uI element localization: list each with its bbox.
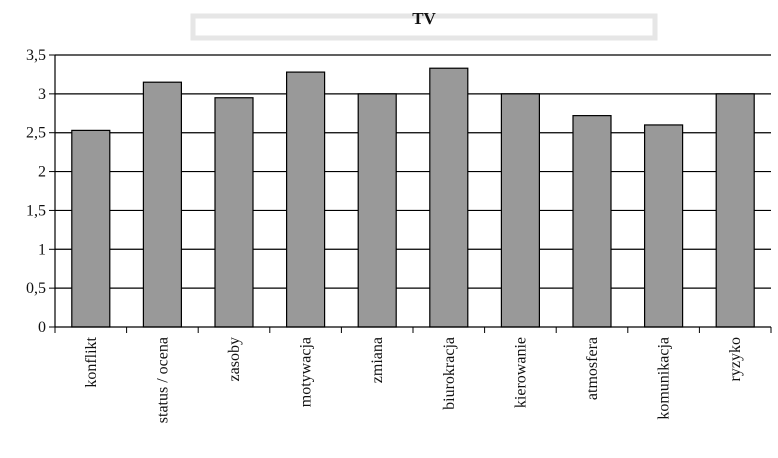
y-tick-label: 1 <box>38 241 46 258</box>
x-tick-label: komunikacja <box>656 337 673 420</box>
y-tick-label: 0 <box>38 319 46 336</box>
x-tick-label: zasoby <box>226 337 243 381</box>
bar <box>500 93 540 328</box>
bar <box>643 124 684 328</box>
x-tick-label: zmiana <box>369 337 386 383</box>
bar <box>357 93 397 328</box>
bar <box>572 115 612 328</box>
y-tick-label: 2,5 <box>26 125 46 142</box>
chart-title: TV <box>412 9 436 28</box>
bar <box>715 93 755 328</box>
bar <box>142 81 182 328</box>
y-tick-label: 0,5 <box>26 280 46 297</box>
x-tick-label: konflikt <box>83 336 100 387</box>
y-tick-label: 3 <box>38 86 46 103</box>
x-tick-label: atmosfera <box>584 337 601 400</box>
bar <box>71 129 111 328</box>
y-tick-label: 1,5 <box>26 202 46 219</box>
y-tick-label: 2 <box>38 164 46 181</box>
x-tick-label: status / ocena <box>154 337 171 423</box>
x-tick-label: ryzyko <box>727 337 744 381</box>
title-banner <box>190 13 658 41</box>
x-tick-label: motywacja <box>298 337 315 407</box>
bar <box>286 71 326 328</box>
x-tick-label: biurokracja <box>441 337 458 410</box>
x-tick-label: kierowanie <box>512 337 529 408</box>
bar <box>214 97 254 328</box>
y-tick-label: 3,5 <box>26 47 46 64</box>
bar <box>429 67 469 328</box>
